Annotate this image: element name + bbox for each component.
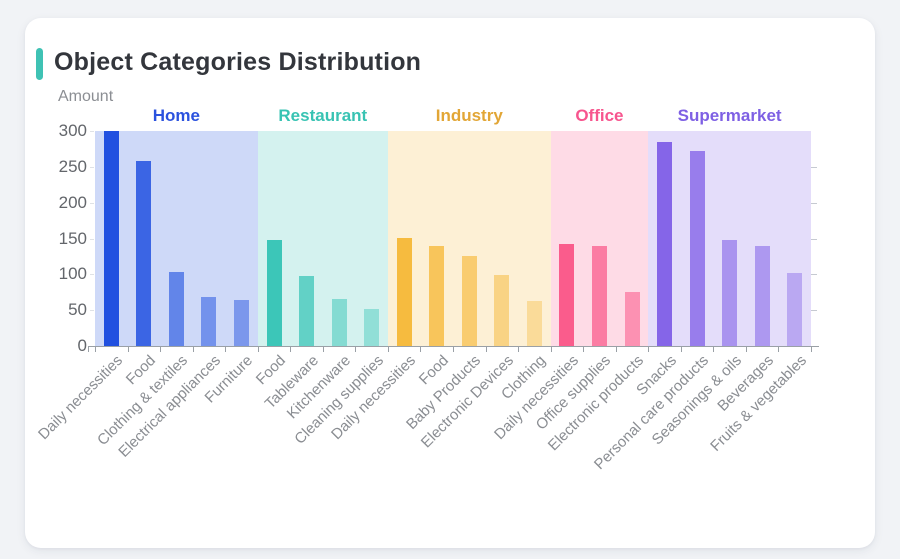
y-tick-label-250: 250	[58, 156, 87, 176]
x-axis-tick	[518, 347, 520, 352]
x-axis-tick	[648, 347, 650, 352]
bar-home-furniture[interactable]	[233, 300, 249, 346]
bar-office-daily-necessities[interactable]	[559, 244, 575, 346]
x-axis-tick	[160, 347, 162, 352]
group-label-industry: Industry	[435, 106, 503, 125]
bar-industry-daily-necessities[interactable]	[396, 237, 412, 346]
y-axis-left-tick	[90, 310, 94, 312]
y-axis-right-tick	[811, 202, 817, 204]
y-axis-left-tick	[90, 202, 94, 204]
chart-title: Object Categories Distribution	[54, 48, 422, 76]
x-axis-tick	[583, 347, 585, 352]
y-axis-left-tick	[90, 274, 94, 276]
x-axis-tick	[420, 347, 422, 352]
bar-industry-food[interactable]	[429, 246, 445, 346]
x-axis-tick	[485, 347, 487, 352]
x-axis-tick	[550, 347, 552, 352]
group-label-office: Office	[575, 106, 624, 125]
plot-area	[95, 131, 811, 346]
bar-supermarket-snacks[interactable]	[657, 141, 673, 346]
group-label-home: Home	[152, 106, 200, 125]
x-axis-tick	[95, 347, 96, 352]
bar-supermarket-beverages[interactable]	[754, 245, 770, 346]
bar-supermarket-personal-care-products[interactable]	[689, 151, 705, 346]
y-axis-right-tick	[811, 166, 817, 168]
bar-restaurant-food[interactable]	[266, 239, 282, 346]
y-tick-label-150: 150	[58, 228, 87, 248]
x-axis-line	[88, 346, 819, 347]
bar-restaurant-tableware[interactable]	[299, 276, 315, 346]
x-axis-tick	[88, 347, 89, 352]
bar-home-electrical-appliances[interactable]	[201, 296, 217, 346]
bar-restaurant-cleaning-supplies[interactable]	[364, 309, 380, 346]
x-axis-tick	[192, 347, 194, 352]
x-axis-tick	[615, 347, 617, 352]
bar-supermarket-fruits-vegetables[interactable]	[787, 272, 803, 346]
y-tick-label-100: 100	[58, 264, 87, 284]
y-axis-right-tick	[811, 238, 817, 240]
bar-office-office-supplies[interactable]	[591, 246, 607, 346]
x-axis-tick	[811, 347, 812, 352]
x-axis-tick	[322, 347, 324, 352]
y-axis-right-tick	[811, 274, 817, 276]
x-axis-tick	[225, 347, 227, 352]
x-axis-tick	[290, 347, 292, 352]
x-axis-tick	[453, 347, 454, 352]
y-axis-right-tick	[811, 310, 817, 312]
y-tick-label-300: 300	[58, 121, 87, 140]
bar-supermarket-seasonings-oils[interactable]	[722, 239, 738, 346]
bar-industry-baby-products[interactable]	[461, 255, 477, 346]
y-axis-left-tick	[90, 166, 94, 168]
bar-industry-electronic-devices[interactable]	[494, 275, 510, 346]
bar-restaurant-kitchenware[interactable]	[331, 299, 347, 346]
x-axis-tick	[713, 347, 715, 352]
x-axis-tick	[127, 347, 129, 352]
y-tick-label-200: 200	[58, 192, 87, 212]
x-axis-tick	[387, 347, 389, 352]
y-tick-label-50: 50	[68, 300, 87, 320]
y-axis-left-tick	[90, 131, 94, 132]
bar-home-clothing-textiles[interactable]	[168, 272, 184, 346]
x-axis-tick	[778, 347, 780, 352]
x-axis-tick	[257, 347, 259, 352]
bar-home-food[interactable]	[136, 161, 152, 346]
bar-office-electronic-products[interactable]	[624, 292, 640, 346]
y-tick-label-0: 0	[77, 336, 87, 355]
bar-industry-clothing[interactable]	[526, 300, 542, 346]
group-label-supermarket: Supermarket	[677, 106, 782, 125]
title-accent-bar	[36, 48, 43, 80]
chart-card: Object Categories Distribution Amount Ho…	[25, 18, 875, 548]
group-headers: Home Restaurant Industry Office Supermarket	[95, 104, 811, 128]
group-label-restaurant: Restaurant	[278, 106, 368, 125]
x-axis-tick	[745, 347, 747, 352]
x-axis-tick	[680, 347, 682, 352]
x-axis-tick	[355, 347, 357, 352]
y-axis-left-tick	[90, 238, 94, 240]
bar-home-daily-necessities[interactable]	[103, 131, 119, 346]
y-axis-title: Amount	[58, 88, 114, 105]
